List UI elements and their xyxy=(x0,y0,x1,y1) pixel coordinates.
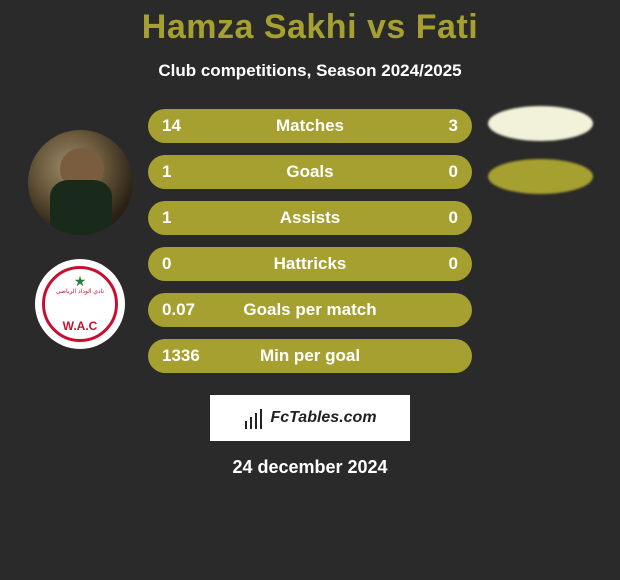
attribution-text: FcTables.com xyxy=(270,409,376,427)
comparison-zone: ★ نادي الوداد الرياضي W.A.C 14Matches31G… xyxy=(0,109,620,373)
stat-left-value: 1 xyxy=(162,208,222,228)
stat-right-value: 0 xyxy=(398,162,458,182)
stat-label: Hattricks xyxy=(222,254,398,274)
stat-label: Matches xyxy=(222,116,398,136)
stat-bar-matches: 14Matches3 xyxy=(148,109,472,143)
page-title: Hamza Sakhi vs Fati xyxy=(0,8,620,47)
stat-right-value: 0 xyxy=(398,208,458,228)
attribution-box: FcTables.com xyxy=(210,395,410,441)
badge-monogram: W.A.C xyxy=(63,319,98,333)
stat-left-value: 0 xyxy=(162,254,222,274)
stat-bar-assists: 1Assists0 xyxy=(148,201,472,235)
stat-label: Goals xyxy=(222,162,398,182)
stat-bar-min-per-goal: 1336Min per goal xyxy=(148,339,472,373)
stat-label: Goals per match xyxy=(222,300,398,320)
stat-right-value: 3 xyxy=(398,116,458,136)
subtitle: Club competitions, Season 2024/2025 xyxy=(0,61,620,81)
stat-bar-hattricks: 0Hattricks0 xyxy=(148,247,472,281)
player2-placeholder-ellipse-0 xyxy=(488,106,593,141)
player2-name: Fati xyxy=(416,8,478,46)
stat-left-value: 14 xyxy=(162,116,222,136)
badge-arabic-text: نادي الوداد الرياضي xyxy=(50,289,110,295)
player1-name: Hamza Sakhi xyxy=(142,8,357,46)
stats-column: 14Matches31Goals01Assists00Hattricks00.0… xyxy=(148,109,472,373)
player2-placeholder-ellipse-1 xyxy=(488,159,593,194)
stat-label: Min per goal xyxy=(222,346,398,366)
stat-left-value: 0.07 xyxy=(162,300,222,320)
stat-left-value: 1 xyxy=(162,162,222,182)
stat-label: Assists xyxy=(222,208,398,228)
fctables-logo-icon xyxy=(243,407,265,429)
stat-right-value: 0 xyxy=(398,254,458,274)
stat-left-value: 1336 xyxy=(162,346,222,366)
player1-avatar xyxy=(28,130,133,235)
player1-column: ★ نادي الوداد الرياضي W.A.C xyxy=(20,134,140,349)
stat-bar-goals: 1Goals0 xyxy=(148,155,472,189)
stat-bar-goals-per-match: 0.07Goals per match xyxy=(148,293,472,327)
player2-column xyxy=(480,106,600,194)
vs-label: vs xyxy=(367,8,406,46)
badge-star-icon: ★ xyxy=(74,273,87,290)
date-line: 24 december 2024 xyxy=(0,457,620,478)
player1-club-badge: ★ نادي الوداد الرياضي W.A.C xyxy=(35,259,125,349)
